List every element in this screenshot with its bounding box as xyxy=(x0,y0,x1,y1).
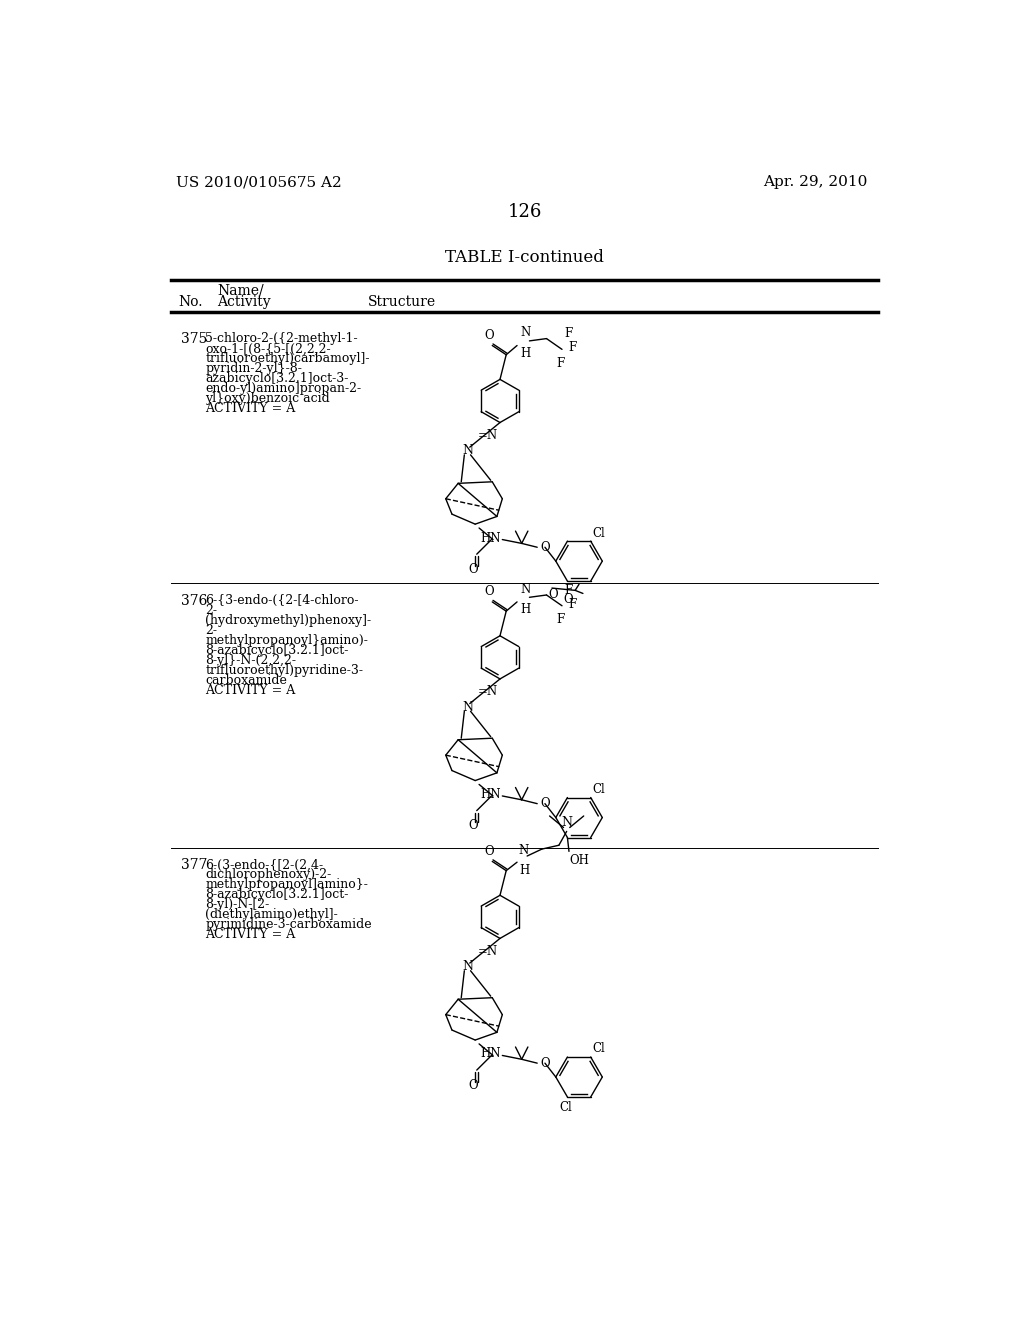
Text: Name/: Name/ xyxy=(217,284,264,298)
Text: O: O xyxy=(484,329,494,342)
Text: 6-{3-endo-({2-[4-chloro-: 6-{3-endo-({2-[4-chloro- xyxy=(206,594,359,607)
Text: Activity: Activity xyxy=(217,296,270,309)
Text: methylpropanoyl]amino}-: methylpropanoyl]amino}- xyxy=(206,878,369,891)
Text: 8-yl}-N-(2,2,2-: 8-yl}-N-(2,2,2- xyxy=(206,655,297,668)
Text: HN: HN xyxy=(480,1047,501,1060)
Text: US 2010/0105675 A2: US 2010/0105675 A2 xyxy=(176,176,342,189)
Text: Cl: Cl xyxy=(592,783,605,796)
Text: N: N xyxy=(519,843,529,857)
Text: ACTIVITY = A: ACTIVITY = A xyxy=(206,403,296,416)
Text: O: O xyxy=(548,589,558,601)
Text: Structure: Structure xyxy=(369,296,436,309)
Text: O: O xyxy=(484,845,494,858)
Text: N: N xyxy=(462,701,473,714)
Text: O: O xyxy=(468,1078,477,1092)
Text: endo-yl)amino]propan-2-: endo-yl)amino]propan-2- xyxy=(206,383,361,396)
Text: 2-: 2- xyxy=(206,624,217,638)
Text: OH: OH xyxy=(569,854,590,867)
Text: yl}oxy)benzoic acid: yl}oxy)benzoic acid xyxy=(206,392,331,405)
Text: =N: =N xyxy=(477,429,498,442)
Text: F: F xyxy=(556,614,564,627)
Text: No.: No. xyxy=(178,296,203,309)
Text: 375: 375 xyxy=(180,333,207,346)
Text: trifluoroethyl)carbamoyl]-: trifluoroethyl)carbamoyl]- xyxy=(206,352,370,366)
Text: TABLE I-continued: TABLE I-continued xyxy=(445,249,604,267)
Text: pyridin-2-yl}-8-: pyridin-2-yl}-8- xyxy=(206,363,302,375)
Text: O: O xyxy=(541,1056,550,1069)
Text: (hydroxymethyl)phenoxy]-: (hydroxymethyl)phenoxy]- xyxy=(206,614,372,627)
Text: 5-chloro-2-({2-methyl-1-: 5-chloro-2-({2-methyl-1- xyxy=(206,333,358,346)
Text: HN: HN xyxy=(480,788,501,801)
Text: N: N xyxy=(462,961,473,973)
Text: O: O xyxy=(563,594,573,606)
Text: Cl: Cl xyxy=(559,1101,572,1114)
Text: N: N xyxy=(462,445,473,458)
Text: dichlorophenoxy)-2-: dichlorophenoxy)-2- xyxy=(206,869,332,882)
Text: 6-(3-endo-{[2-(2,4-: 6-(3-endo-{[2-(2,4- xyxy=(206,858,324,871)
Text: ACTIVITY = A: ACTIVITY = A xyxy=(206,684,296,697)
Text: F: F xyxy=(564,583,572,597)
Text: O: O xyxy=(484,585,494,598)
Text: (diethylamino)ethyl]-: (diethylamino)ethyl]- xyxy=(206,908,338,921)
Text: N: N xyxy=(520,582,530,595)
Text: F: F xyxy=(568,342,577,354)
Text: H: H xyxy=(520,603,530,616)
Text: 2-: 2- xyxy=(206,605,217,618)
Text: pyrimidine-3-carboxamide: pyrimidine-3-carboxamide xyxy=(206,919,372,932)
Text: 126: 126 xyxy=(508,203,542,220)
Text: HN: HN xyxy=(480,532,501,545)
Text: O: O xyxy=(541,541,550,554)
Text: F: F xyxy=(556,358,564,370)
Text: F: F xyxy=(564,327,572,341)
Text: 376: 376 xyxy=(180,594,207,609)
Text: 8-yl)-N-[2-: 8-yl)-N-[2- xyxy=(206,899,269,911)
Text: O: O xyxy=(468,562,477,576)
Text: azabicyclo[3.2.1]oct-3-: azabicyclo[3.2.1]oct-3- xyxy=(206,372,349,385)
Text: trifluoroethyl)pyridine-3-: trifluoroethyl)pyridine-3- xyxy=(206,664,364,677)
Text: =N: =N xyxy=(477,945,498,957)
Text: methylpropanoyl}amino)-: methylpropanoyl}amino)- xyxy=(206,635,369,647)
Text: ACTIVITY = A: ACTIVITY = A xyxy=(206,928,296,941)
Text: carboxamide: carboxamide xyxy=(206,675,288,688)
Text: F: F xyxy=(568,598,577,611)
Text: 8-azabicyclo[3.2.1]oct-: 8-azabicyclo[3.2.1]oct- xyxy=(206,888,349,902)
Text: oxo-1-[(8-{5-[(2,2,2-: oxo-1-[(8-{5-[(2,2,2- xyxy=(206,342,331,355)
Text: Apr. 29, 2010: Apr. 29, 2010 xyxy=(764,176,868,189)
Text: Cl: Cl xyxy=(592,527,605,540)
Text: N: N xyxy=(561,816,572,829)
Text: =N: =N xyxy=(477,685,498,698)
Text: O: O xyxy=(541,797,550,810)
Text: 377: 377 xyxy=(180,858,207,873)
Text: Cl: Cl xyxy=(592,1043,605,1056)
Text: H: H xyxy=(519,865,529,878)
Text: H: H xyxy=(520,347,530,360)
Text: N: N xyxy=(520,326,530,339)
Text: O: O xyxy=(468,818,477,832)
Text: 8-azabicyclo[3.2.1]oct-: 8-azabicyclo[3.2.1]oct- xyxy=(206,644,349,657)
